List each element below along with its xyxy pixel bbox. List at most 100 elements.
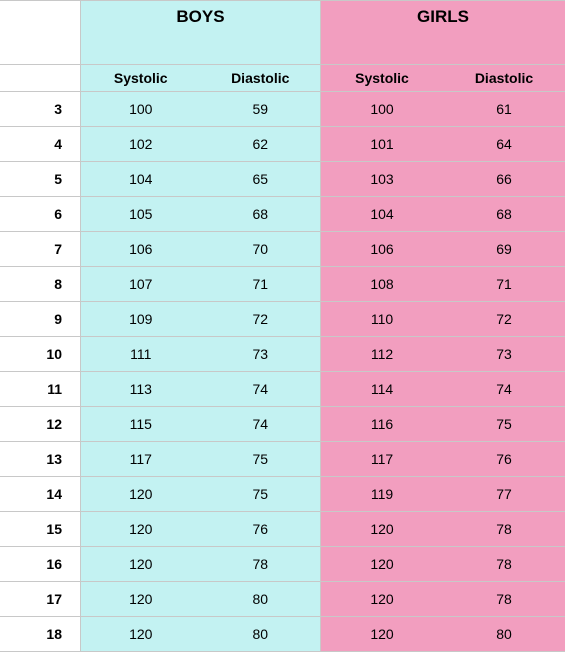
girls-systolic-cell: 106: [321, 232, 443, 266]
boys-diastolic-cell: 74: [201, 372, 321, 406]
table-row: 71067010669: [0, 232, 565, 267]
subheader-age-blank: [0, 65, 81, 91]
girls-diastolic-cell: 68: [443, 197, 565, 231]
table-row: 111137411474: [0, 372, 565, 407]
table-row: 151207612078: [0, 512, 565, 547]
boys-group: 10972: [81, 302, 321, 336]
boys-diastolic-cell: 72: [201, 302, 321, 336]
boys-diastolic-cell: 62: [201, 127, 321, 161]
boys-systolic-cell: 111: [81, 337, 201, 371]
boys-diastolic-cell: 75: [201, 477, 321, 511]
girls-diastolic-cell: 73: [443, 337, 565, 371]
age-cell: 10: [0, 337, 81, 371]
boys-systolic-cell: 113: [81, 372, 201, 406]
girls-diastolic-cell: 78: [443, 547, 565, 581]
age-cell: 16: [0, 547, 81, 581]
boys-systolic-cell: 115: [81, 407, 201, 441]
boys-diastolic-cell: 71: [201, 267, 321, 301]
table-row: 51046510366: [0, 162, 565, 197]
girls-systolic-cell: 100: [321, 92, 443, 126]
girls-group: 11675: [321, 407, 565, 441]
subheader-row: Systolic Diastolic Systolic Diastolic: [0, 65, 565, 92]
boys-diastolic-cell: 75: [201, 442, 321, 476]
girls-group: 10669: [321, 232, 565, 266]
girls-diastolic-cell: 69: [443, 232, 565, 266]
girls-group: 11977: [321, 477, 565, 511]
boys-systolic-cell: 120: [81, 512, 201, 546]
girls-systolic-cell: 119: [321, 477, 443, 511]
boys-systolic-cell: 117: [81, 442, 201, 476]
boys-diastolic-cell: 80: [201, 617, 321, 651]
age-cell: 6: [0, 197, 81, 231]
girls-group: 12078: [321, 547, 565, 581]
boys-systolic-cell: 102: [81, 127, 201, 161]
boys-systolic-cell: 109: [81, 302, 201, 336]
boys-systolic-cell: 120: [81, 617, 201, 651]
age-cell: 15: [0, 512, 81, 546]
age-cell: 5: [0, 162, 81, 196]
table-row: 171208012078: [0, 582, 565, 617]
table-row: 131177511776: [0, 442, 565, 477]
boys-systolic-cell: 120: [81, 477, 201, 511]
girls-systolic-cell: 116: [321, 407, 443, 441]
boys-group: 12075: [81, 477, 321, 511]
bp-table: BOYS GIRLS Systolic Diastolic Systolic D…: [0, 0, 565, 652]
girls-systolic-cell: 120: [321, 547, 443, 581]
girls-group: 11273: [321, 337, 565, 371]
girls-diastolic-cell: 77: [443, 477, 565, 511]
boys-systolic-cell: 104: [81, 162, 201, 196]
boys-group: 12080: [81, 617, 321, 651]
girls-group: 10871: [321, 267, 565, 301]
girls-group: 10164: [321, 127, 565, 161]
boys-group: 10465: [81, 162, 321, 196]
age-cell: 17: [0, 582, 81, 616]
boys-systolic-cell: 107: [81, 267, 201, 301]
boys-diastolic-cell: 59: [201, 92, 321, 126]
table-row: 141207511977: [0, 477, 565, 512]
table-row: 41026210164: [0, 127, 565, 162]
boys-diastolic-cell: 76: [201, 512, 321, 546]
girls-systolic-cell: 120: [321, 582, 443, 616]
boys-systolic-cell: 120: [81, 547, 201, 581]
girls-systolic-cell: 117: [321, 442, 443, 476]
table-row: 181208012080: [0, 617, 565, 652]
girls-group: 11072: [321, 302, 565, 336]
girls-diastolic-cell: 78: [443, 512, 565, 546]
boys-diastolic-cell: 70: [201, 232, 321, 266]
girls-diastolic-cell: 74: [443, 372, 565, 406]
boys-group: 12078: [81, 547, 321, 581]
age-cell: 8: [0, 267, 81, 301]
girls-systolic-cell: 108: [321, 267, 443, 301]
boys-systolic-cell: 120: [81, 582, 201, 616]
subheader-girls-systolic: Systolic: [321, 65, 443, 91]
boys-diastolic-cell: 78: [201, 547, 321, 581]
boys-group: 10568: [81, 197, 321, 231]
girls-systolic-cell: 120: [321, 512, 443, 546]
header-age-blank: [0, 0, 81, 64]
boys-group: 11775: [81, 442, 321, 476]
subheader-boys-diastolic: Diastolic: [201, 65, 321, 91]
subheader-boys-systolic: Systolic: [81, 65, 201, 91]
data-rows-container: 3100591006141026210164510465103666105681…: [0, 92, 565, 652]
girls-systolic-cell: 101: [321, 127, 443, 161]
girls-group: 12078: [321, 512, 565, 546]
age-cell: 12: [0, 407, 81, 441]
girls-diastolic-cell: 78: [443, 582, 565, 616]
table-row: 81077110871: [0, 267, 565, 302]
girls-diastolic-cell: 76: [443, 442, 565, 476]
girls-group: 12080: [321, 617, 565, 651]
girls-systolic-cell: 110: [321, 302, 443, 336]
girls-diastolic-cell: 75: [443, 407, 565, 441]
subheader-girls-diastolic: Diastolic: [443, 65, 565, 91]
boys-group: 12076: [81, 512, 321, 546]
boys-systolic-cell: 105: [81, 197, 201, 231]
girls-group: 10366: [321, 162, 565, 196]
girls-group: 11474: [321, 372, 565, 406]
girls-diastolic-cell: 64: [443, 127, 565, 161]
boys-systolic-cell: 106: [81, 232, 201, 266]
age-cell: 3: [0, 92, 81, 126]
header-row: BOYS GIRLS: [0, 0, 565, 65]
girls-group: 10468: [321, 197, 565, 231]
table-row: 121157411675: [0, 407, 565, 442]
table-row: 31005910061: [0, 92, 565, 127]
